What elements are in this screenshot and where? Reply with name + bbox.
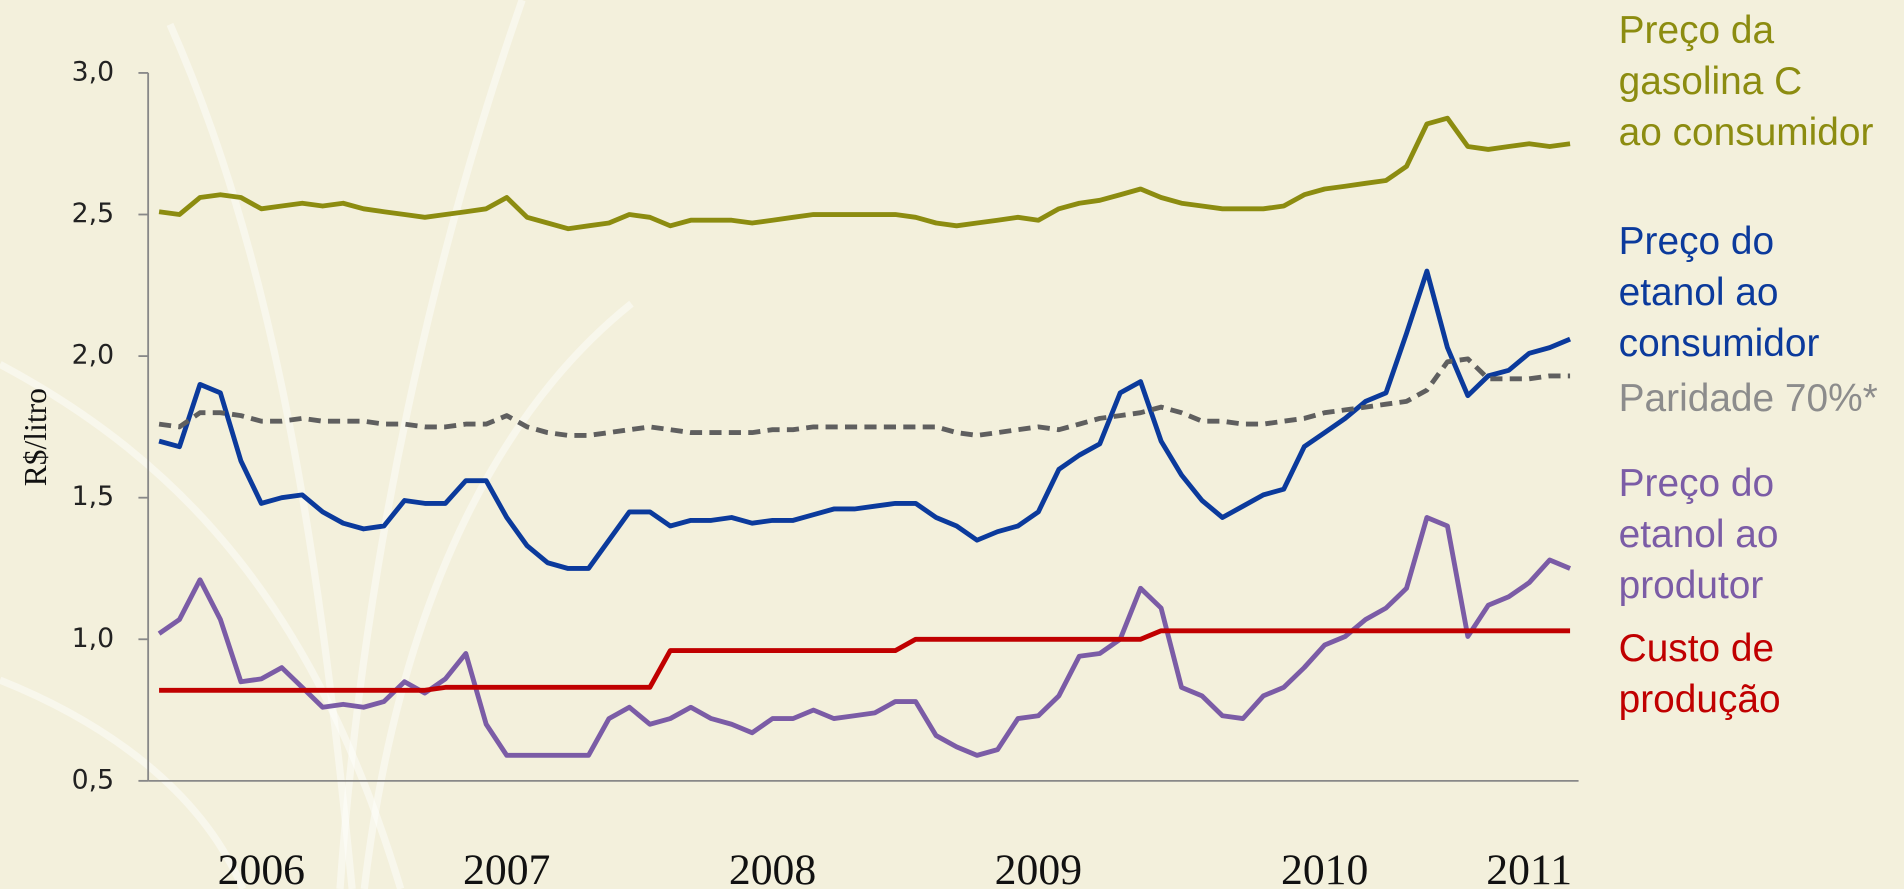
legend-line: Paridade 70%* <box>1619 377 1878 420</box>
series-line <box>158 115 1571 232</box>
legend-line: consumidor <box>1619 322 1820 365</box>
x-tick-label: 2008 <box>729 846 816 889</box>
legend-line: produção <box>1619 678 1781 721</box>
legend-line: Preço do <box>1619 462 1774 505</box>
y-tick-label: 1,5 <box>72 481 114 512</box>
series-line <box>158 268 1572 571</box>
legend-line: Preço do <box>1619 220 1774 263</box>
x-tick-label: 2009 <box>995 846 1082 889</box>
y-axis-label: R$/litro <box>18 388 53 486</box>
series-line <box>159 628 1571 693</box>
legend-label: Paridade 70%* <box>1619 377 1878 420</box>
y-tick-label: 1,0 <box>72 623 114 654</box>
x-tick-label: 2010 <box>1281 846 1368 889</box>
legend-label: Preço do etanol ao consumidor <box>1619 220 1820 365</box>
legend-line: etanol ao <box>1619 271 1779 314</box>
y-tick-label: 2,0 <box>72 340 114 371</box>
legend-line: gasolina C <box>1619 60 1803 103</box>
x-tick-label: 2006 <box>218 846 305 889</box>
x-tick-label: 2011 <box>1486 846 1572 889</box>
legend-line: ao consumidor <box>1619 111 1874 154</box>
legend-line: Custo de <box>1619 627 1774 670</box>
legend-label: Custo de produção <box>1619 627 1781 721</box>
legend-line: produtor <box>1619 564 1764 607</box>
background-decor <box>0 0 634 889</box>
legend-line: Preço da <box>1619 9 1775 52</box>
legend-label: Preço do etanol ao produtor <box>1619 462 1779 607</box>
legend-line: etanol ao <box>1619 513 1779 556</box>
y-tick-label: 2,5 <box>72 198 114 229</box>
x-tick-label: 2007 <box>463 846 550 889</box>
series-line <box>158 356 1571 438</box>
y-tick-label: 0,5 <box>72 764 114 795</box>
legend-label: Preço da gasolina C ao consumidor <box>1619 9 1874 154</box>
y-tick-label: 3,0 <box>72 56 114 87</box>
